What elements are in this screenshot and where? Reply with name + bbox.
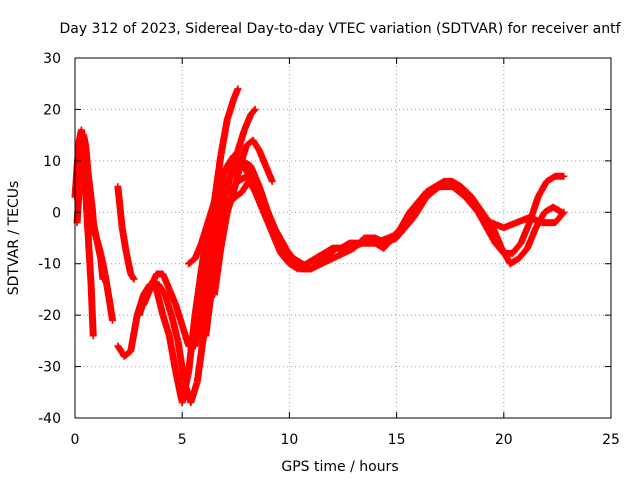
y-tick-label: 0 (52, 205, 61, 221)
series-track-i (198, 85, 242, 329)
series-trace (84, 179, 107, 282)
series-track-k (210, 136, 276, 299)
chart-title: Day 312 of 2023, Sidereal Day-to-day VTE… (59, 21, 621, 37)
y-tick-label: -30 (38, 360, 61, 376)
x-tick-label: 25 (602, 432, 620, 448)
y-tick-label: -20 (38, 308, 61, 324)
x-tick-label: 20 (495, 432, 513, 448)
y-tick-label: -10 (38, 257, 61, 273)
series-trace (114, 184, 137, 282)
tick-layer: 0 5 10 15 20 25 -40 -30 -20 -10 0 10 20 30 (38, 51, 620, 448)
series-trace (198, 86, 241, 328)
grid-layer (75, 58, 611, 418)
data-layer (71, 85, 568, 407)
y-tick-label: 30 (43, 51, 61, 67)
x-tick-label: 15 (388, 432, 406, 448)
y-tick-label: -40 (38, 411, 61, 427)
series-trace (211, 137, 276, 297)
y-tick-label: 10 (43, 154, 61, 170)
y-tick-label: 20 (43, 102, 61, 118)
x-tick-label: 10 (280, 432, 298, 448)
x-tick-label: 5 (178, 432, 187, 448)
x-axis-label: GPS time / hours (281, 459, 398, 475)
y-axis-label: SDTVAR / TECUs (6, 181, 22, 296)
series-track-c (84, 177, 107, 283)
x-tick-label: 0 (71, 432, 80, 448)
series-track-j (202, 105, 259, 340)
series-trace (202, 107, 258, 338)
plot-frame (74, 57, 612, 419)
series-track-d (114, 183, 138, 283)
